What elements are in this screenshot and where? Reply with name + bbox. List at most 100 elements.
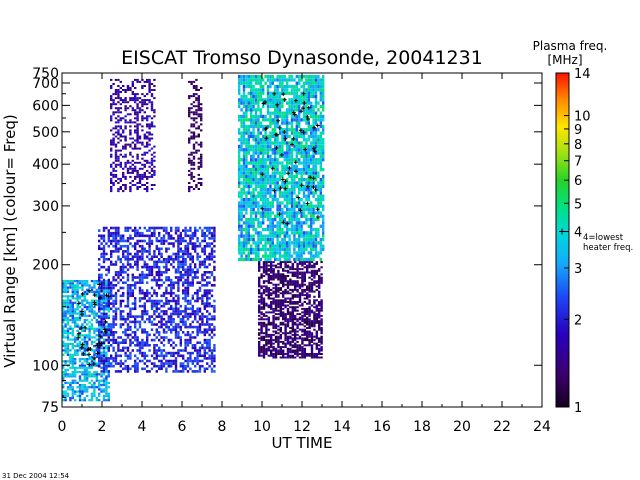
echo-cell: [240, 148, 243, 152]
echo-cell: [64, 332, 67, 335]
echo-cell: [153, 346, 156, 350]
echo-cell: [314, 234, 318, 238]
echo-cell: [189, 333, 192, 337]
echo-cell: [148, 349, 151, 352]
echo-cell: [262, 141, 265, 145]
echo-cell: [162, 310, 166, 313]
echo-cell: [148, 234, 151, 238]
echo-cell: [160, 359, 163, 363]
echo-cell: [305, 198, 308, 202]
echo-cell: [310, 131, 313, 135]
echo-cell: [93, 351, 96, 354]
echo-cell: [179, 338, 182, 342]
echo-cell: [93, 312, 96, 315]
echo-cell: [314, 91, 318, 95]
echo-cell: [286, 81, 289, 85]
echo-cell: [114, 180, 118, 182]
echo-cell: [322, 227, 325, 232]
echo-cell: [136, 234, 139, 238]
echo-cell: [279, 288, 282, 291]
echo-cell: [81, 338, 84, 341]
echo-cell: [83, 347, 86, 350]
echo-cell: [189, 307, 192, 311]
echo-cell: [81, 399, 84, 402]
echo-cell: [278, 241, 282, 245]
echo-cell: [284, 297, 287, 300]
echo-cell: [282, 283, 285, 286]
echo-cell: [245, 247, 248, 252]
echo-cell: [114, 165, 118, 168]
echo-cell: [286, 349, 290, 352]
echo-cell: [143, 133, 146, 136]
echo-cell: [284, 327, 287, 329]
echo-cell: [286, 161, 289, 165]
echo-cell: [305, 101, 308, 105]
echo-cell: [317, 144, 320, 149]
echo-cell: [250, 158, 253, 162]
echo-cell: [114, 307, 118, 311]
echo-cell: [286, 224, 289, 228]
echo-cell: [150, 323, 154, 326]
echo-cell: [265, 323, 268, 326]
echo-cell: [177, 265, 180, 269]
echo-cell: [291, 330, 294, 333]
echo-cell: [283, 158, 286, 162]
echo-cell: [291, 281, 294, 284]
echo-cell: [126, 171, 130, 174]
echo-cell: [266, 104, 270, 109]
echo-cell: [138, 173, 142, 176]
echo-cell: [260, 307, 263, 310]
echo-cell: [200, 182, 203, 184]
echo-cell: [277, 262, 280, 265]
echo-cell: [240, 134, 243, 139]
echo-cell: [279, 281, 282, 284]
echo-cell: [131, 80, 134, 83]
echo-cell: [272, 323, 275, 326]
echo-cell: [122, 155, 125, 158]
echo-cell: [259, 241, 262, 245]
echo-cell: [105, 375, 108, 378]
echo-cell: [62, 366, 65, 369]
echo-cell: [107, 231, 110, 235]
echo-cell: [203, 250, 206, 253]
echo-cell: [119, 362, 122, 365]
echo-cell: [107, 341, 110, 344]
echo-cell: [250, 244, 253, 248]
echo-cell: [78, 316, 82, 319]
echo-cell: [95, 280, 98, 283]
echo-cell: [107, 375, 110, 378]
echo-cell: [78, 286, 82, 289]
echo-cell: [260, 295, 263, 298]
echo-cell: [192, 163, 196, 166]
echo-cell: [278, 254, 282, 258]
echo-cell: [117, 111, 120, 114]
echo-cell: [141, 258, 144, 261]
echo-cell: [279, 292, 282, 295]
echo-cell: [88, 284, 91, 287]
echo-cell: [286, 292, 290, 295]
echo-cell: [290, 118, 294, 122]
echo-cell: [298, 227, 301, 232]
echo-cell: [290, 154, 294, 158]
echo-cell: [286, 251, 289, 255]
echo-cell: [83, 338, 86, 341]
echo-cell: [289, 349, 292, 352]
echo-cell: [134, 143, 137, 146]
echo-cell: [312, 78, 315, 82]
echo-cell: [201, 247, 204, 251]
echo-cell: [269, 138, 272, 142]
echo-cell: [201, 294, 204, 298]
echo-cell: [122, 276, 125, 279]
echo-cell: [170, 281, 173, 284]
echo-cell: [310, 244, 313, 248]
echo-cell: [310, 257, 313, 262]
echo-cell: [141, 346, 144, 350]
echo-cell: [265, 269, 268, 272]
echo-cell: [194, 265, 197, 269]
echo-cell: [262, 98, 265, 102]
echo-cell: [158, 349, 161, 352]
echo-cell: [62, 384, 65, 387]
echo-cell: [136, 153, 139, 156]
echo-cell: [129, 226, 132, 230]
echo-cell: [266, 171, 270, 175]
